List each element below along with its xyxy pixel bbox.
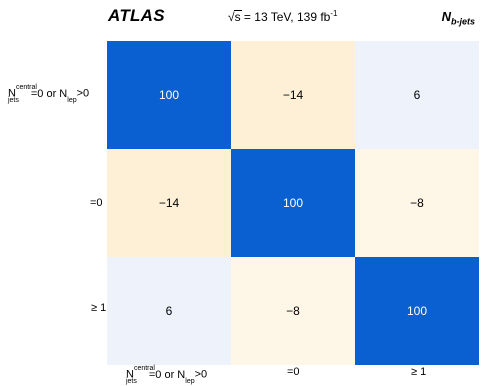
heatmap-cell-2-1	[231, 257, 355, 365]
y-label-third: ≥ 1	[91, 302, 107, 314]
cell-value-2-1: −8	[286, 304, 300, 318]
x-label-third: ≥ 1	[411, 366, 427, 378]
heatmap-cell-2-2	[355, 257, 479, 365]
heatmap-cell-2-0	[107, 257, 231, 365]
heatmap-cell-1-1	[231, 149, 355, 257]
sqrt-symbol: √	[228, 10, 235, 24]
experiment-label: ATLAS	[108, 6, 165, 25]
energy-text: = 13 TeV, 139 fb	[240, 10, 331, 24]
sqrt-s-label: s	[233, 10, 242, 24]
cell-value-1-2: −8	[410, 196, 424, 210]
y-label-first: Ncentraljets=0 or Nlep>0	[7, 84, 90, 104]
cell-value-1-1: 100	[283, 196, 303, 210]
lumi-exponent: -1	[330, 9, 338, 18]
heatmap-cell-0-1	[231, 41, 355, 149]
heatmap-cell-0-2	[355, 41, 479, 149]
cell-value-0-1: −14	[283, 88, 304, 102]
y-label-second: =0	[90, 197, 103, 209]
x-label-first: Ncentraljets=0 or Nlep>0	[125, 365, 208, 385]
cell-value-2-0: 6	[166, 304, 173, 318]
heatmap-cell-1-0	[107, 149, 231, 257]
cell-value-2-2: 100	[407, 304, 427, 318]
cell-value-0-2: 6	[414, 88, 421, 102]
heatmap-cell-1-2	[355, 149, 479, 257]
cell-value-0-0: 100	[159, 88, 179, 102]
energy-luminosity-label: √ s = 13 TeV, 139 fb-1	[228, 9, 337, 24]
cell-value-1-0: −14	[159, 196, 180, 210]
variable-label: Nb-jets	[441, 9, 475, 27]
x-label-second: =0	[287, 366, 300, 378]
heatmap-cell-0-0	[107, 41, 231, 149]
